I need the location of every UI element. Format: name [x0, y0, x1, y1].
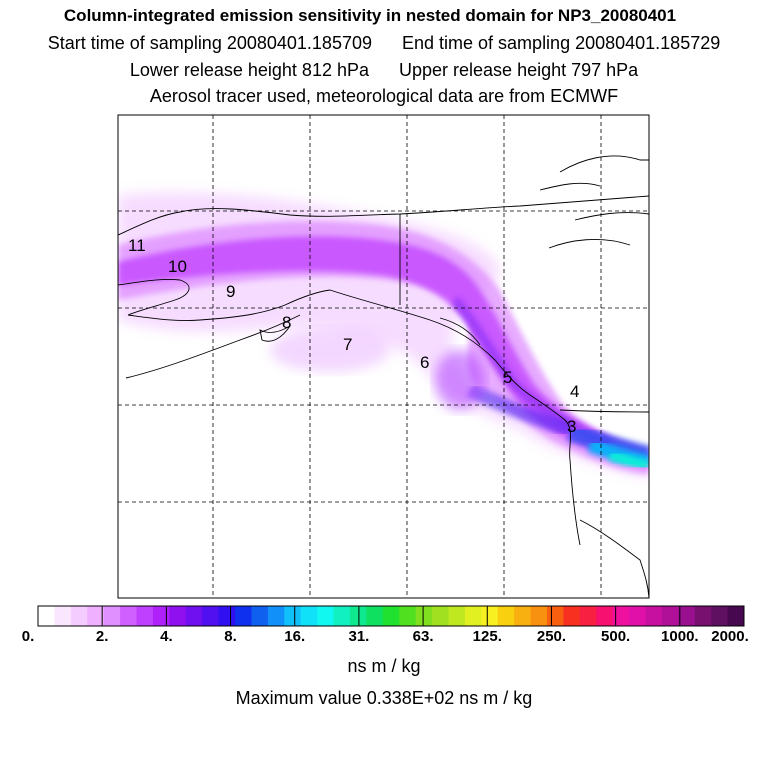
- colorbar-swatch: [579, 606, 597, 626]
- emission-plume: [118, 192, 649, 478]
- colorbar-swatch: [54, 606, 72, 626]
- release-label-7: 7: [343, 335, 352, 354]
- colorbar-swatch: [464, 606, 482, 626]
- colorbar-units: ns m / kg: [347, 656, 421, 676]
- colorbar-border: [37, 605, 745, 627]
- start-time: Start time of sampling 20080401.185709: [47, 33, 372, 53]
- tracer-info: Aerosol tracer used, meteorological data…: [149, 86, 619, 106]
- colorbar-tick-label: 0.: [21, 628, 35, 645]
- colorbar-swatch: [432, 606, 449, 626]
- release-label-5: 5: [503, 368, 512, 387]
- colorbar-swatch: [267, 606, 285, 626]
- colorbar-swatch: [87, 606, 105, 626]
- colorbar-swatch: [629, 606, 646, 626]
- colorbar-tick-label: 125.: [472, 628, 502, 645]
- colorbar-swatch: [185, 606, 203, 626]
- colorbar-tick-label: 16.: [284, 628, 306, 645]
- release-label-8: 8: [282, 313, 291, 332]
- upper-release-height: Upper release height 797 hPa: [399, 60, 639, 80]
- colorbar-swatch: [415, 606, 433, 626]
- colorbar-swatch: [694, 606, 712, 626]
- release-markers: 11 10 9 8 7 6 5 4 3: [128, 236, 579, 436]
- colorbar-tick-label: 4.: [160, 628, 173, 645]
- colorbar-swatch: [317, 606, 335, 626]
- coastlines: [118, 155, 649, 598]
- colorbar-swatch: [366, 606, 384, 626]
- colorbar-swatch: [645, 606, 663, 626]
- colorbar-swatch: [38, 606, 55, 626]
- colorbar-swatch: [235, 606, 252, 626]
- colorbar-tick-label: 500.: [601, 628, 631, 645]
- colorbar-swatch: [382, 606, 400, 626]
- colorbar-swatch: [481, 606, 499, 626]
- colorbar-swatch: [514, 606, 532, 626]
- colorbar-swatch: [284, 606, 302, 626]
- release-label-6: 6: [420, 353, 429, 372]
- colorbar-swatch: [152, 606, 170, 626]
- colorbar-swatch: [546, 606, 564, 626]
- colorbar-swatch: [448, 606, 466, 626]
- colorbar-swatch: [596, 606, 614, 626]
- colorbar-swatch: [333, 606, 351, 626]
- release-label-10: 10: [168, 257, 187, 276]
- colorbar-swatch: [563, 606, 581, 626]
- colorbar-swatch: [202, 606, 220, 626]
- colorbar-tick-label: 2.: [95, 628, 109, 645]
- colorbar-swatch: [300, 606, 318, 626]
- map-frame: [117, 114, 650, 599]
- colorbar-tick-label: 8.: [224, 628, 237, 645]
- colorbar-swatch: [136, 606, 154, 626]
- end-time: End time of sampling 20080401.185729: [402, 33, 721, 53]
- lat-lon-grid: [118, 115, 649, 598]
- plot-title: Column-integrated emission sensitivity i…: [63, 6, 677, 25]
- colorbar-swatch: [678, 606, 696, 626]
- colorbar-swatch: [661, 606, 679, 626]
- colorbar-swatch: [120, 606, 138, 626]
- colorbar-swatch: [169, 606, 187, 626]
- colorbar-swatch: [103, 606, 121, 626]
- colorbar-swatch: [70, 606, 88, 626]
- map-area: 11 10 9 8 7 6 5 4 3: [118, 115, 649, 598]
- colorbar-tick-label: 2000.: [711, 628, 749, 645]
- colorbar-swatch: [251, 606, 269, 626]
- colorbar-swatch: [711, 606, 729, 626]
- release-label-3: 3: [567, 417, 576, 436]
- release-heights: Lower release height 812 hPa Upper releas…: [0, 60, 768, 81]
- colorbar-tick-label: 63.: [412, 628, 434, 645]
- colorbar-swatch: [218, 606, 236, 626]
- sampling-times: Start time of sampling 20080401.185709 En…: [0, 33, 768, 54]
- colorbar-swatch: [497, 606, 515, 626]
- release-label-9: 9: [226, 282, 235, 301]
- colorbar-swatch: [399, 606, 417, 626]
- colorbar-swatch: [612, 606, 630, 626]
- release-label-4: 4: [570, 382, 579, 401]
- release-label-11: 11: [128, 236, 146, 255]
- colorbar-tick-label: 250.: [536, 628, 567, 645]
- colorbar-swatch: [727, 606, 745, 626]
- colorbar-tick-label: 31.: [348, 628, 370, 645]
- maximum-value: Maximum value 0.338E+02 ns m / kg: [235, 688, 533, 708]
- colorbar-tick-label: 1000.: [661, 628, 699, 645]
- colorbar-swatch: [530, 606, 548, 626]
- colorbar: [37, 605, 745, 627]
- lower-release-height: Lower release height 812 hPa: [129, 60, 369, 80]
